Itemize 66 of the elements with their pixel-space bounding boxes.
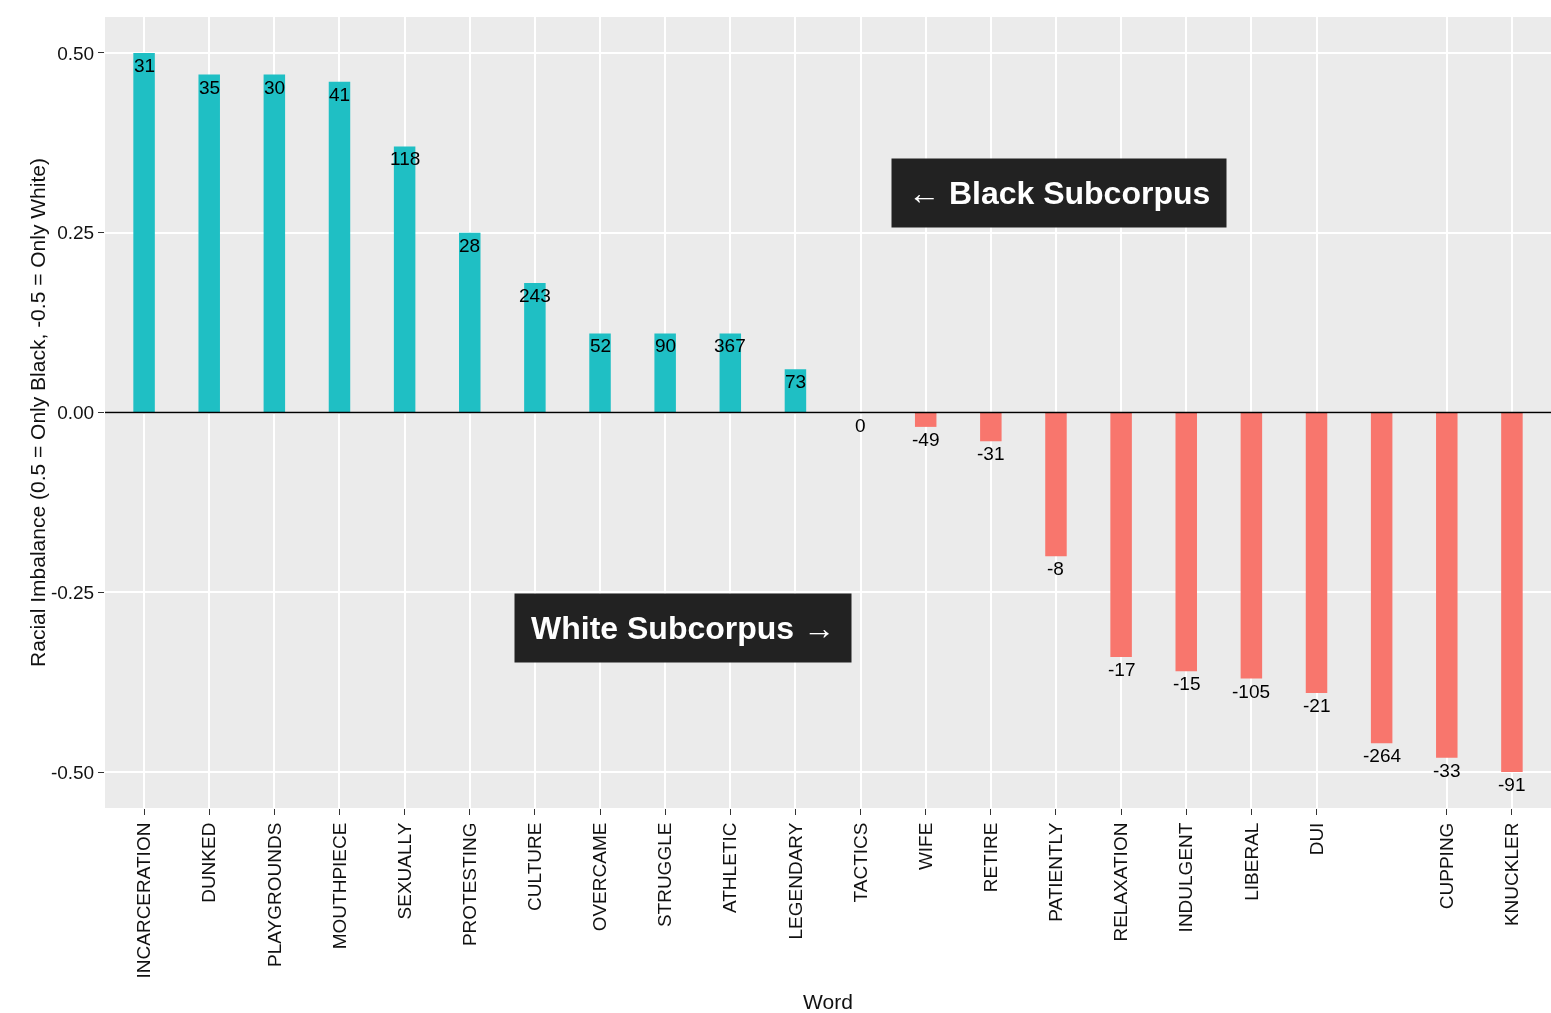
bar <box>1370 412 1393 744</box>
annotation: -264 <box>1363 745 1402 766</box>
bar <box>1175 412 1197 672</box>
x-tick-label: INDULGENT <box>1175 822 1197 933</box>
y-tick-label: 0.50 <box>57 42 95 64</box>
bar <box>1305 412 1328 693</box>
bar <box>980 412 1002 442</box>
x-tick-label: MOUTHPIECE <box>328 822 350 950</box>
y-axis-title: Racial Imbalance (0.5 = Only Black, -0.5 = Only White) <box>25 158 49 667</box>
annotation: -91 <box>1498 774 1526 795</box>
bar <box>198 74 220 413</box>
x-tick-label: PROTESTING <box>458 822 480 947</box>
annotation: 90 <box>655 335 677 356</box>
x-tick-label: SEXUALLY <box>393 822 415 920</box>
x-tick-label: CUPPING <box>1435 822 1457 910</box>
x-tick-label: KNUCKLER <box>1501 822 1523 927</box>
annotation: 0 <box>855 415 866 436</box>
annotation: 52 <box>590 335 612 356</box>
y-tick-label: 0.00 <box>57 402 95 424</box>
x-tick-label: LIBERAL <box>1240 822 1262 901</box>
x-tick-label: CULTURE <box>524 822 546 911</box>
x-tick-label: LEGENDARY <box>784 822 806 940</box>
x-tick-label: DUI <box>1305 822 1327 856</box>
y-tick-label: -0.25 <box>50 581 95 603</box>
bar <box>1110 412 1132 657</box>
x-tick-label: OVERCAME <box>589 822 611 932</box>
bar <box>1501 412 1523 773</box>
bar <box>1240 412 1263 679</box>
annotation: -8 <box>1047 558 1064 579</box>
annotation: 41 <box>329 84 351 105</box>
annotation: -49 <box>912 429 940 450</box>
annotation: 31 <box>134 55 156 76</box>
x-tick-label: PLAYGROUNDS <box>263 822 285 967</box>
x-tick-label: STRUGGLE <box>654 822 676 928</box>
annotation: -33 <box>1433 760 1461 781</box>
annotation: 73 <box>785 371 807 392</box>
bar <box>133 52 155 413</box>
x-tick-label: DUNKED <box>198 822 220 903</box>
annotation: -105 <box>1232 681 1271 702</box>
annotation: 28 <box>459 235 481 256</box>
bar <box>263 74 286 413</box>
bar <box>589 333 611 413</box>
x-tick-label: RELAXATION <box>1110 822 1132 942</box>
bar <box>328 81 351 413</box>
x-tick-label: PATIENTLY <box>1045 822 1067 922</box>
annotation: White Subcorpus → <box>531 610 835 646</box>
annotation: -31 <box>977 443 1005 464</box>
x-axis-title: Word <box>803 990 853 1013</box>
x-tick-label: ATHLETIC <box>719 822 741 914</box>
y-tick-label: 0.25 <box>57 222 95 244</box>
annotation: ← Black Subcorpus <box>908 175 1211 211</box>
bar <box>1436 412 1458 758</box>
x-tick-label: TACTICS <box>849 822 871 903</box>
bar <box>459 232 481 413</box>
y-tick-label: -0.50 <box>50 761 95 783</box>
annotation: -21 <box>1303 695 1331 716</box>
annotation: 30 <box>264 77 286 98</box>
x-tick-label: INCARCERATION <box>133 822 155 979</box>
bar <box>1045 412 1067 557</box>
bar <box>654 333 676 413</box>
annotation: 35 <box>199 77 221 98</box>
bar <box>914 412 937 427</box>
annotation: -15 <box>1173 673 1201 694</box>
annotation: -17 <box>1108 659 1136 680</box>
x-tick-label: WIFE <box>914 822 936 871</box>
x-tick-label: RETIRE <box>980 822 1002 893</box>
